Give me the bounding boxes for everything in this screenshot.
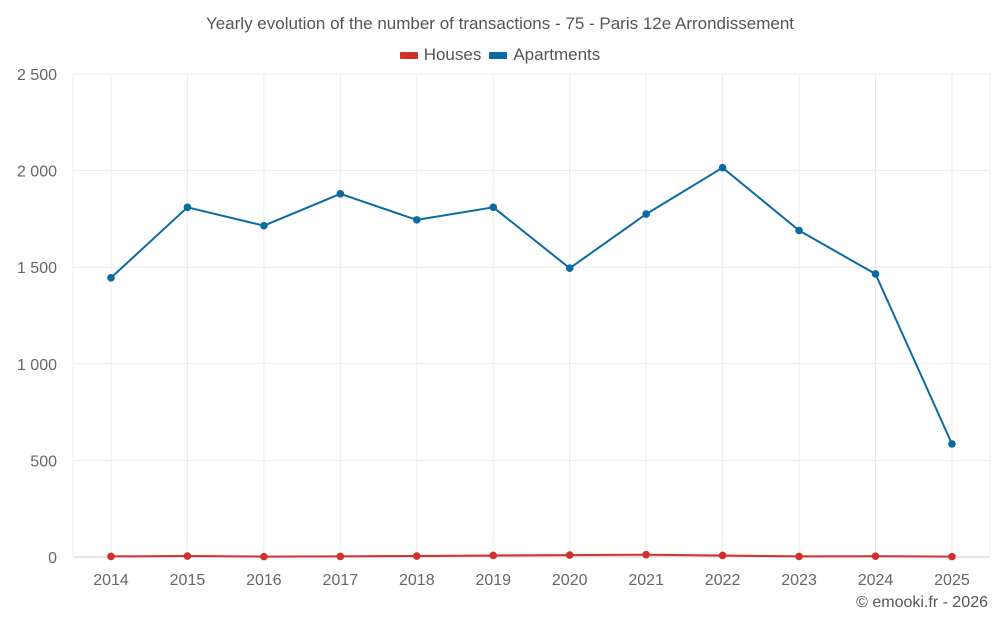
data-point-apartments [260,221,268,230]
legend: Houses Apartments [0,45,1000,65]
data-point-apartments [489,203,498,212]
data-point-apartments [948,440,956,448]
legend-item-houses[interactable]: Houses [399,45,482,65]
data-point-houses [183,552,192,560]
y-tick-label: 2 000 [17,164,57,181]
data-point-apartments [183,203,192,212]
x-tick-label: 2019 [475,572,511,589]
x-tick-label: 2022 [705,572,741,589]
legend-swatch-apartments [489,51,508,59]
data-point-apartments [336,189,345,198]
data-point-houses [336,552,345,561]
data-point-houses [871,552,880,561]
legend-swatch-houses [399,51,418,59]
series-line-apartments [110,166,953,445]
data-point-houses [642,550,650,559]
data-point-houses [489,551,498,560]
legend-label-houses: Houses [423,45,482,64]
legend-item-apartments[interactable]: Apartments [489,45,600,65]
x-tick-label: 2021 [628,572,664,589]
data-point-houses [107,552,115,561]
data-point-houses [260,552,268,561]
x-tick-label: 2017 [323,572,359,589]
y-tick-label: 500 [30,453,57,470]
x-tick-label: 2023 [781,572,817,589]
x-tick-label: 2020 [552,572,588,589]
data-point-apartments [107,274,115,282]
x-tick-label: 2018 [399,572,435,589]
data-point-apartments [565,264,574,272]
data-point-houses [565,551,574,559]
data-point-apartments [642,210,650,218]
x-tick-label: 2025 [934,572,970,589]
data-point-houses [718,551,727,560]
y-tick-label: 2 500 [17,67,57,84]
x-tick-label: 2015 [170,572,206,589]
legend-label-apartments: Apartments [513,45,601,64]
data-point-apartments [718,163,727,172]
y-tick-label: 1 000 [17,357,57,374]
y-tick-label: 0 [48,550,57,567]
data-point-houses [413,552,421,560]
data-point-houses [795,552,803,561]
credit-text: © emooki.fr - 2026 [856,594,988,611]
x-tick-label: 2016 [246,572,282,589]
y-tick-label: 1 500 [17,260,57,277]
x-tick-label: 2024 [858,572,894,589]
chart-title: Yearly evolution of the number of transa… [205,14,795,33]
x-tick-label: 2014 [93,572,129,589]
data-point-apartments [413,216,421,224]
data-point-apartments [871,270,880,278]
series-line-houses [110,553,953,558]
data-point-houses [948,552,956,561]
data-point-apartments [795,226,803,235]
